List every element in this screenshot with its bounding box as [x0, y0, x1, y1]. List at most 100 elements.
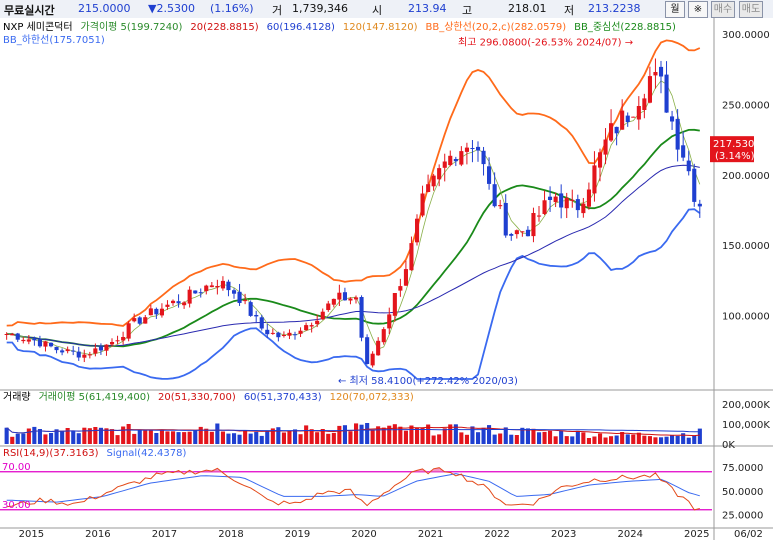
candle [49, 342, 54, 347]
high-value: 218.01 [508, 2, 547, 15]
candle [26, 339, 31, 342]
settings-button[interactable]: ※ [688, 1, 708, 18]
candle [154, 308, 159, 315]
candle [220, 280, 225, 289]
candle [514, 230, 519, 235]
price-legend-item: 20(228.8815) [190, 22, 258, 33]
candle [137, 317, 142, 324]
volume-bar [49, 433, 54, 444]
price-tick-label: 100.0000 [722, 312, 770, 323]
volume-bar [121, 426, 126, 444]
period-button[interactable]: 월 [665, 1, 685, 18]
candle [398, 286, 403, 291]
volume-bar [614, 435, 619, 444]
volume-bar [503, 427, 508, 444]
price-tick-label: 150.0000 [722, 241, 770, 252]
volume-bar [276, 427, 281, 444]
volume-bar [98, 427, 103, 444]
volume-tick-label: 0K [722, 440, 735, 451]
volume-bar [143, 429, 148, 444]
candle [647, 76, 652, 103]
candle [381, 329, 386, 343]
candle [165, 304, 170, 307]
candle [287, 332, 292, 336]
volume-bar [159, 430, 164, 444]
volume-bar [304, 425, 309, 444]
buy-button[interactable]: 매수 [711, 1, 735, 18]
candle [509, 234, 514, 236]
year-tick-label: 2015 [19, 529, 44, 540]
year-tick-label: 2023 [551, 529, 576, 540]
volume-bar [287, 431, 292, 444]
volume-bar [65, 428, 70, 444]
volume-bar [487, 425, 492, 444]
candle [187, 289, 192, 304]
candle [625, 115, 630, 122]
rsi-overbought-area [422, 468, 429, 472]
candle [10, 333, 15, 336]
candle [642, 98, 647, 110]
price-change: ▼2.5300 [148, 2, 195, 15]
last-price-label: 217.5300 [713, 139, 761, 150]
volume-label: 거 [272, 4, 283, 17]
rsi-legend-item: RSI(14,9)(37.3163) [3, 448, 99, 459]
candle [487, 166, 492, 184]
candle [65, 349, 70, 352]
volume-bar [110, 429, 115, 444]
price-change-pct: (1.16%) [210, 2, 254, 15]
candle [281, 335, 286, 336]
volume-bar [76, 433, 81, 444]
volume-bar [243, 430, 248, 444]
candle [359, 297, 364, 338]
volume-bar [415, 427, 420, 444]
candle [32, 338, 37, 341]
candle [315, 320, 320, 325]
price-tick-label: 200.0000 [722, 171, 770, 182]
candle [320, 311, 325, 320]
volume-bar [115, 435, 120, 444]
bb-upper-line [6, 39, 701, 327]
year-tick-label: 2021 [418, 529, 443, 540]
year-tick-label: 2022 [484, 529, 509, 540]
volume-bar [126, 424, 131, 444]
candle [15, 333, 20, 340]
volume-bar [21, 433, 26, 444]
candle [132, 318, 137, 322]
candle [697, 203, 702, 207]
candle [215, 286, 220, 288]
volume-bar [620, 432, 625, 444]
volume-bar [603, 437, 608, 444]
volume-bar [182, 432, 187, 444]
volume-bar [476, 432, 481, 444]
candle [387, 314, 392, 329]
volume-tick-label: 200,000K [722, 400, 770, 411]
candle [304, 325, 309, 331]
candle [243, 300, 248, 302]
volume-bar [636, 432, 641, 444]
low-value: 213.2238 [588, 2, 641, 15]
volume-bar [254, 431, 259, 444]
candle [376, 340, 381, 356]
candle [354, 297, 359, 300]
volume-bar [409, 425, 414, 444]
candle [564, 197, 569, 209]
volume-bar [398, 426, 403, 444]
candle [437, 168, 442, 180]
sell-button[interactable]: 매도 [739, 1, 763, 18]
candle [581, 203, 586, 214]
volume-bar [442, 428, 447, 444]
candle [204, 285, 209, 292]
candle [686, 160, 691, 172]
volume-bar [437, 434, 442, 444]
volume-bar [692, 435, 697, 444]
volume-bar [298, 434, 303, 444]
volume-bar [87, 428, 92, 444]
candle [98, 346, 103, 351]
volume-bar [198, 426, 203, 444]
volume-bar [93, 427, 98, 444]
volume-bar [176, 432, 181, 444]
candle [265, 329, 270, 335]
realtime-label: 무료실시간 [4, 4, 55, 17]
volume-bar [426, 424, 431, 444]
candle [115, 340, 120, 342]
